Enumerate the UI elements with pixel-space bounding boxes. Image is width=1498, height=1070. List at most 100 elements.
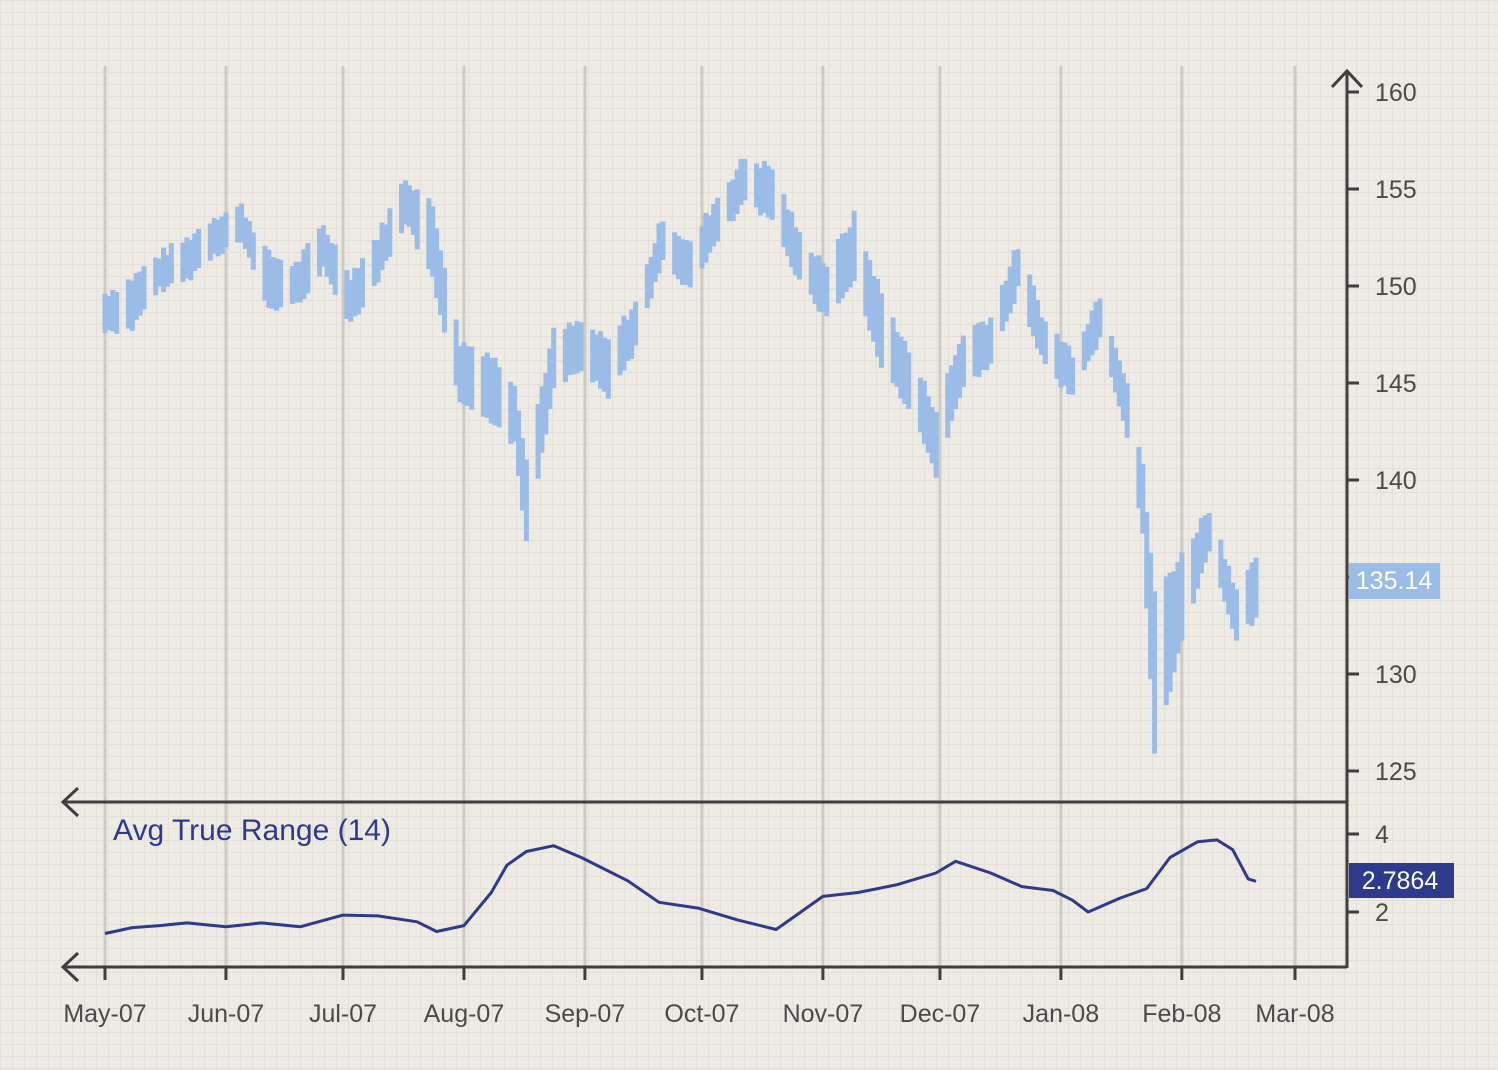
price-bar [847,227,853,288]
price-bar [301,249,307,300]
price-bar [180,242,186,282]
price-bar [1070,357,1076,395]
price-bar [839,233,845,299]
atr-last-value-tag: 2.7864 [1349,863,1454,898]
price-bar [902,340,908,405]
price-bar [601,337,607,392]
price-bar [820,263,826,313]
price-bar [875,278,881,357]
price-bar [1144,512,1150,609]
price-bar [1031,285,1037,337]
price-bar [1163,576,1169,706]
price-bar [289,266,295,304]
price-bar [457,346,463,403]
price-bar [894,331,900,387]
price-bar [988,317,994,364]
price-bar [270,257,276,309]
price-bar [933,411,939,478]
price-bar [949,365,955,421]
price-bar [1015,249,1021,287]
price-bar [1233,589,1239,641]
price-bar [1136,446,1142,509]
price-bar [672,232,678,275]
atr-series [104,838,1257,935]
price-bar [625,319,631,361]
price-bar [644,263,650,309]
price-bar [1003,280,1009,322]
price-bar [898,336,904,399]
price-bar [188,239,194,281]
x-tick-label: Jun-07 [188,1000,264,1028]
x-tick-label: Nov-07 [783,1000,864,1028]
price-bar [972,325,978,377]
price-bar [297,261,303,303]
price-bar [383,224,389,261]
atr-y-tick-label: 2 [1375,899,1389,927]
price-series [102,158,1259,754]
price-bar [683,239,689,285]
price-bar [812,256,818,305]
price-bar [207,223,213,261]
atr-line [104,838,1257,935]
price-bar [1038,317,1044,355]
x-tick-label: Mar-08 [1255,1000,1334,1028]
price-bar [1167,572,1173,692]
price-bar [496,367,502,428]
price-bar [480,356,486,417]
price-bar [754,163,760,208]
price-bar [223,212,229,248]
price-bar [356,268,362,315]
price-bar [1027,274,1033,327]
price-bar [1230,582,1236,629]
price-bar [1218,539,1224,588]
price-bar [1179,552,1185,641]
price-bar [843,232,849,292]
price-bar [921,380,927,444]
price-y-tick-label: 145 [1375,370,1417,398]
price-bar [371,240,377,287]
price-bar [836,238,842,304]
price-bar [757,167,763,216]
price-bar [660,221,666,260]
price-bar [917,377,923,433]
price-bar [621,315,627,371]
price-bar [469,346,475,410]
price-bar [488,358,494,424]
price-bar [863,251,869,317]
price-bar [976,322,982,378]
price-bar [438,250,444,316]
price-bar [578,322,584,372]
price-bar [516,410,522,476]
price-bar [328,243,334,285]
x-tick-label: Jan-08 [1023,1000,1099,1028]
x-tick-label: May-07 [63,1000,146,1028]
price-y-tick-label: 125 [1375,758,1417,786]
x-tick-label: Aug-07 [424,1000,505,1028]
price-tag-background [1349,563,1440,599]
price-bar [929,407,935,464]
price-bar [566,322,572,376]
price-bar [726,182,732,222]
price-bar [1113,347,1119,393]
price-bar [679,239,685,285]
price-bar [999,284,1005,332]
price-bar [441,267,447,333]
price-bar [410,190,416,235]
price-bar [453,319,459,386]
price-bar [399,183,405,234]
price-bar [648,257,654,299]
price-bar [956,343,962,398]
price-bar [598,331,604,389]
price-bar [551,327,557,389]
price-bar [945,373,951,438]
price-bar [406,185,412,227]
price-bar [360,258,366,308]
price-bar [1226,566,1232,615]
price-bar [1152,591,1158,754]
price-bar [980,321,986,370]
price-bar [426,198,432,270]
price-last-value-tag: 135.14 [1349,563,1440,599]
price-bar [262,245,268,301]
price-bar [110,289,116,332]
